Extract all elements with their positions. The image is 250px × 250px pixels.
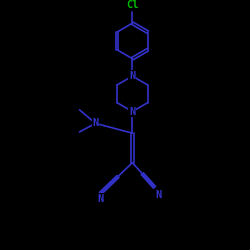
Text: N: N	[129, 106, 136, 117]
Text: N: N	[97, 194, 103, 204]
Text: Cl: Cl	[126, 0, 139, 10]
Text: N: N	[129, 71, 136, 81]
Text: N: N	[92, 118, 98, 128]
Text: N: N	[155, 190, 161, 200]
